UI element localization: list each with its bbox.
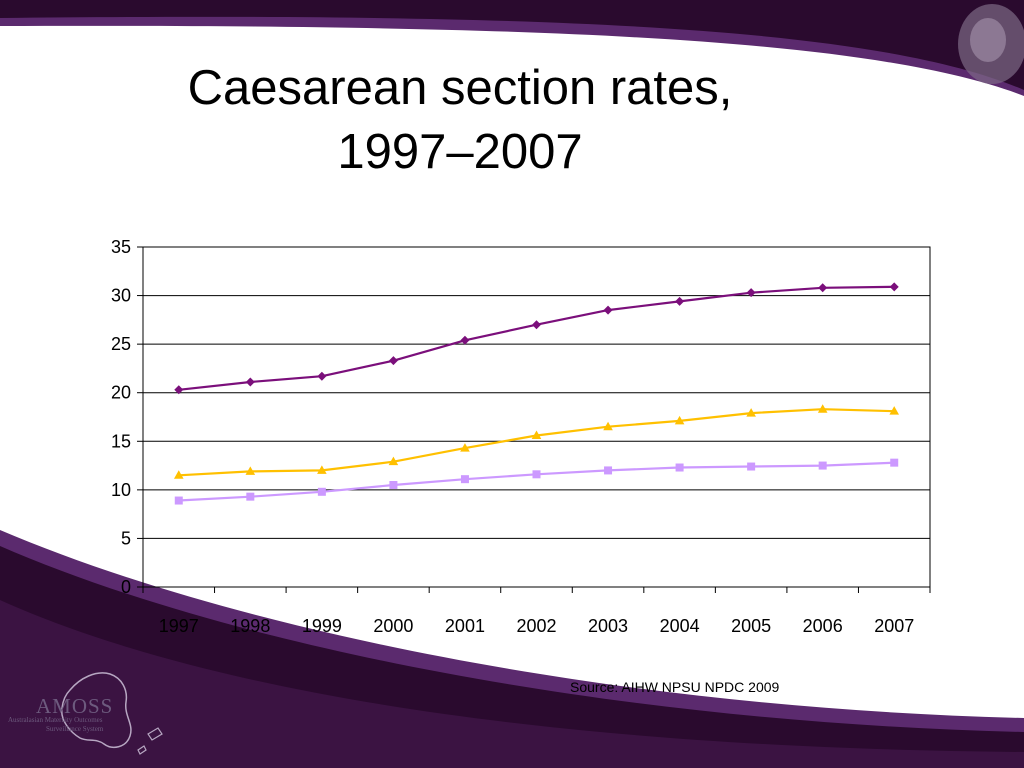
series-line-1 [178, 285, 895, 391]
amoss-logo [61, 672, 163, 755]
series-2-point-1999 [317, 465, 327, 474]
series-1-point-1997 [174, 385, 184, 395]
chart-tick-labels: 0 5 10 15 20 25 30 35 1997 1998 1999 2000 2001 2002 20… [111, 237, 914, 636]
x-tick-label-2001: 2001 [445, 616, 485, 636]
x-tick-label-1999: 1999 [302, 616, 342, 636]
x-tick-label-1998: 1998 [230, 616, 270, 636]
series-2-point-1997 [173, 470, 184, 479]
series-line-3 [178, 461, 895, 502]
chart-axes [137, 246, 931, 593]
series-3-point-1999 [317, 487, 326, 496]
series-1-point-2001 [460, 335, 470, 345]
australia-map-icon [61, 672, 132, 749]
logo-subtitle-line2: Surveillance System [46, 725, 104, 733]
y-tick-label-15: 15 [111, 431, 131, 451]
x-tick-label-2004: 2004 [660, 616, 700, 636]
series-2-point-2003 [603, 421, 613, 431]
logo-subtitle-line1: Australasian Maternity Outcomes [8, 716, 103, 724]
series-2-point-2001 [460, 443, 470, 452]
top-band [0, 0, 1024, 92]
y-tick-label-5: 5 [121, 528, 131, 548]
series-1-point-1999 [317, 371, 327, 381]
y-tick-label-35: 35 [111, 237, 131, 257]
logo-name: AMOSS [36, 694, 114, 718]
series-1-point-2005 [746, 288, 756, 298]
series-3-point-2003 [604, 466, 613, 475]
series-3-point-1997 [174, 496, 183, 505]
series-2-point-2002 [531, 430, 542, 439]
series-3-point-2006 [818, 461, 827, 470]
y-tick-label-0: 0 [121, 577, 131, 597]
x-tick-label-2000: 2000 [373, 616, 413, 636]
series-1-point-2002 [532, 320, 541, 330]
x-tick-label-2002: 2002 [516, 616, 556, 636]
y-tick-label-10: 10 [111, 480, 131, 500]
series-2-point-2005 [746, 408, 756, 417]
y-tick-label-25: 25 [111, 334, 131, 354]
series-1-point-2004 [675, 296, 685, 306]
source-note: Source: AIHW NPSU NPDC 2009 [570, 679, 780, 695]
series-1-point-2007 [889, 282, 899, 292]
series-1-point-2006 [818, 283, 828, 293]
y-tick-label-20: 20 [111, 383, 131, 403]
series-2-point-2004 [674, 415, 685, 425]
series-3-point-2001 [460, 475, 469, 484]
series-1-point-2000 [388, 356, 398, 366]
plot-area-frame [142, 246, 931, 588]
chart-series [173, 282, 900, 505]
series-3-point-2000 [389, 481, 398, 489]
x-tick-label-2007: 2007 [874, 616, 914, 636]
slide-title-line1: Caesarean section rates, [187, 61, 733, 115]
series-2-point-2007 [889, 406, 900, 415]
series-3-point-2002 [532, 470, 541, 479]
series-3-point-2007 [890, 458, 899, 467]
x-tick-label-2005: 2005 [731, 616, 771, 636]
series-2-point-1998 [245, 466, 256, 475]
chart-grid [143, 246, 930, 588]
series-3-point-2005 [747, 462, 756, 471]
slide-title-line2: 1997–2007 [337, 125, 583, 179]
slide-title: Caesarean section rates, 1997–2007 [60, 56, 860, 184]
x-tick-label-1997: 1997 [159, 616, 199, 636]
series-3-point-1998 [246, 492, 255, 501]
series-1-point-2003 [603, 305, 613, 315]
series-3-point-2004 [675, 463, 684, 472]
series-2-point-2000 [388, 456, 399, 466]
series-1-point-1998 [245, 377, 255, 387]
y-tick-label-30: 30 [111, 286, 131, 306]
top-band-accent [0, 16, 1024, 97]
x-tick-label-2006: 2006 [803, 616, 843, 636]
x-tick-label-2003: 2003 [588, 616, 628, 636]
series-2-point-2006 [817, 404, 828, 413]
